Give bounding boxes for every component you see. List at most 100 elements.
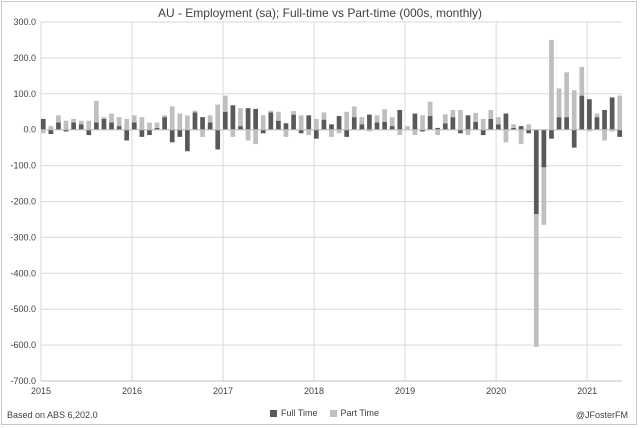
bar-full-time (609, 97, 615, 130)
bar-part-time (435, 129, 441, 136)
bar-full-time (549, 129, 554, 139)
bar-part-time (518, 129, 524, 145)
bar-part-time (94, 100, 99, 123)
bar-part-time (564, 72, 569, 118)
y-tick-label: 300.0 (13, 17, 36, 27)
bar-full-time (329, 124, 334, 130)
bar-part-time (579, 66, 585, 96)
bar-part-time (367, 129, 372, 132)
bar-full-time (367, 114, 372, 130)
bar-full-time (56, 122, 61, 130)
bar-full-time (245, 108, 251, 130)
bar-full-time (192, 112, 198, 130)
bar-part-time (473, 112, 478, 122)
bar-part-time (192, 110, 198, 113)
bar-full-time (321, 119, 327, 130)
bar-full-time (78, 124, 84, 130)
bar-part-time (511, 124, 516, 128)
bar-part-time (40, 129, 46, 134)
bar-part-time (222, 95, 228, 112)
bar-part-time (276, 111, 281, 121)
bar-part-time (374, 115, 380, 123)
bar-part-time (526, 124, 532, 130)
author-credit: @JFosterFM (575, 410, 628, 420)
bar-part-time (427, 101, 433, 117)
bar-part-time (594, 113, 600, 118)
bar-full-time (40, 118, 46, 130)
bar-part-time (541, 167, 547, 225)
bar-full-time (48, 129, 54, 135)
legend-label-part-time: Part Time (340, 408, 380, 418)
bar-full-time (397, 109, 403, 130)
bar-part-time (283, 129, 289, 137)
bar-part-time (177, 113, 183, 130)
bar-part-time (465, 129, 471, 136)
bar-part-time (298, 115, 304, 130)
bar-full-time (298, 129, 304, 134)
bar-part-time (215, 104, 221, 130)
bar-full-time (63, 129, 69, 132)
bar-part-time (306, 129, 312, 136)
x-tick-label: 2018 (304, 386, 324, 396)
bar-part-time (404, 126, 410, 130)
bar-part-time (78, 120, 84, 125)
bar-part-time (268, 110, 274, 113)
bar-part-time (602, 129, 607, 141)
bar-full-time (268, 112, 274, 130)
bar-part-time (154, 122, 160, 128)
bar-part-time (571, 90, 577, 130)
x-tick-label: 2015 (31, 386, 51, 396)
bar-part-time (101, 117, 107, 119)
bar-part-time (200, 129, 205, 137)
bar-full-time (260, 129, 266, 134)
bar-part-time (351, 106, 357, 118)
bar-part-time (329, 129, 334, 137)
bar-full-time (602, 109, 607, 130)
bar-full-time (344, 129, 350, 137)
x-tick-label: 2017 (213, 386, 233, 396)
bar-part-time (488, 109, 494, 119)
y-tick-label: -300.0 (10, 232, 36, 242)
bar-part-time (147, 122, 152, 130)
bar-full-time (458, 129, 463, 134)
x-tick-labels: 2015 2016 2017 2018 2019 2020 2021 (31, 386, 597, 396)
bar-full-time (291, 114, 296, 130)
bar-full-time (473, 121, 478, 130)
bar-full-time (230, 105, 236, 130)
bar-part-time (496, 117, 501, 125)
bar-full-time (306, 115, 312, 130)
bar-part-time (480, 118, 486, 130)
bar-full-time (101, 118, 107, 130)
y-tick-label: -100.0 (10, 161, 36, 171)
x-tick-label: 2021 (577, 386, 597, 396)
bar-part-time (131, 115, 137, 123)
bar-full-time (94, 122, 99, 130)
bar-full-time (533, 129, 539, 215)
bar-full-time (427, 116, 433, 130)
y-tick-labels: 300.0 200.0 100.0 0.0 -100.0 -200.0 -300.0 -400… (10, 17, 36, 386)
chart-title: AU - Employment (sa); Full-time vs Part-… (157, 6, 483, 20)
bar-part-time (412, 129, 418, 136)
y-tick-label: -700.0 (10, 376, 36, 386)
bar-full-time (594, 117, 600, 130)
bar-part-time (503, 129, 509, 143)
bar-full-time (435, 127, 441, 130)
bar-part-time (48, 126, 54, 130)
bar-full-time (238, 126, 243, 130)
legend-item-part-time: Part Time (329, 408, 380, 418)
bar-part-time (260, 115, 266, 130)
y-tick-label: 100.0 (13, 89, 36, 99)
bar-part-time (63, 120, 69, 130)
bar-part-time (533, 214, 539, 347)
bar-part-time (162, 115, 167, 118)
bar-part-time (56, 115, 61, 123)
bar-part-time (116, 117, 122, 127)
bar-full-time (420, 129, 425, 132)
bar-full-time (207, 122, 213, 130)
bar-part-time (86, 120, 92, 130)
bar-part-time (458, 109, 463, 130)
legend-swatch-full-time (270, 409, 277, 417)
x-tick-label: 2016 (122, 386, 142, 396)
